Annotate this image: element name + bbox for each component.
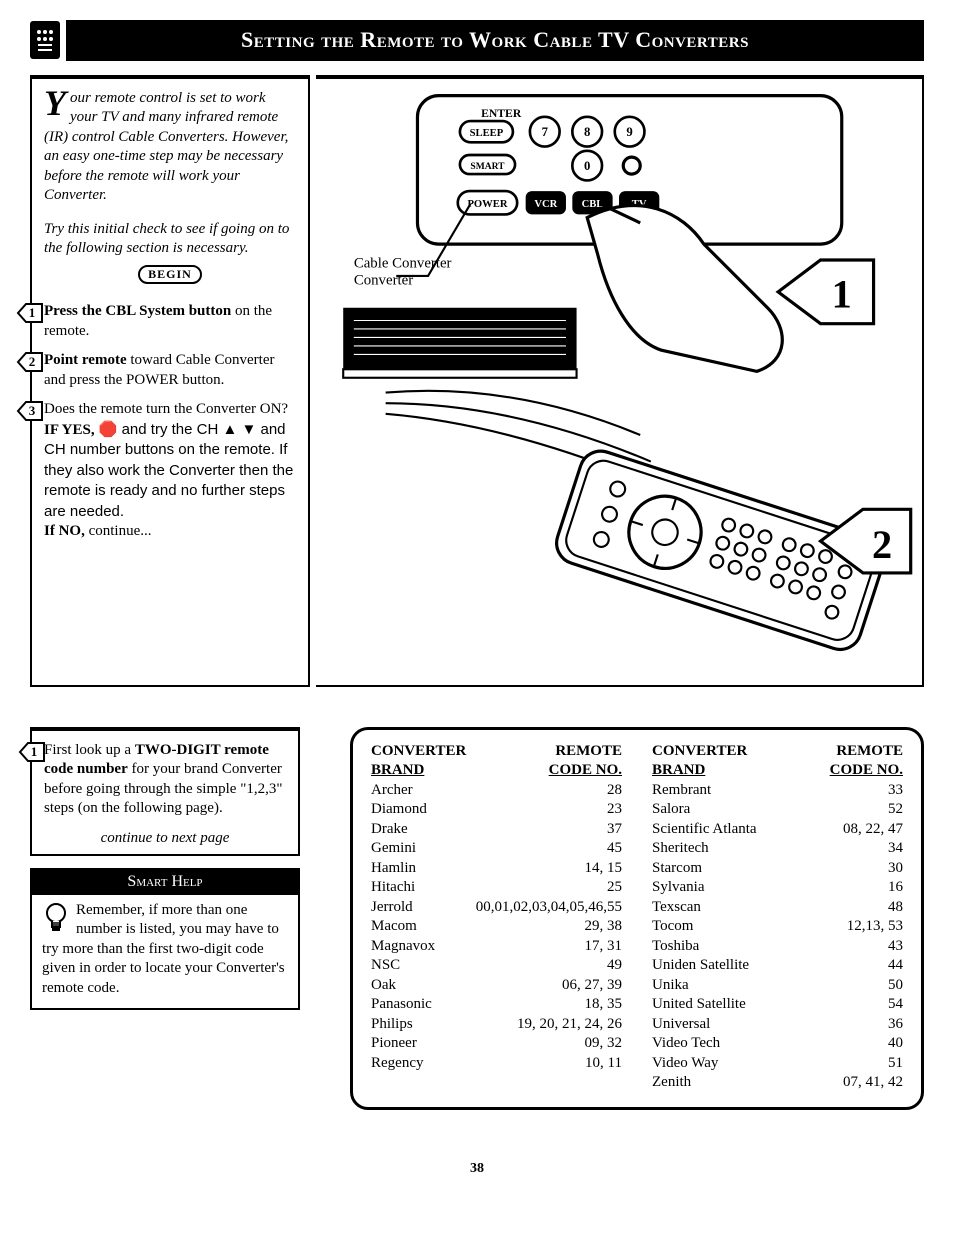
table-row: Pioneer09, 32 — [371, 1034, 622, 1054]
table-row: Panasonic18, 35 — [371, 995, 622, 1015]
diagram-marker-1: 1 — [778, 260, 873, 324]
begin-pill: BEGIN — [138, 265, 202, 285]
table-row: Oak06, 27, 39 — [371, 976, 622, 996]
svg-text:0: 0 — [584, 158, 590, 172]
table-row: Hitachi25 — [371, 878, 622, 898]
svg-text:8: 8 — [584, 125, 590, 139]
table-row: Unika50 — [652, 976, 903, 996]
svg-text:3: 3 — [29, 403, 36, 418]
step-marker-icon: 1 — [16, 302, 46, 324]
code-table-right-col: CONVERTERBRAND REMOTECODE NO. Rembrant33… — [652, 742, 903, 1093]
page-number: 38 — [30, 1160, 924, 1178]
table-row: Scientific Atlanta08, 22, 47 — [652, 820, 903, 840]
header: Setting the Remote to Work Cable TV Conv… — [30, 20, 924, 61]
intro-paragraph: Your remote control is set to work your … — [44, 89, 296, 206]
table-row: Zenith07, 41, 42 — [652, 1073, 903, 1093]
table-row: Philips19, 20, 21, 24, 26 — [371, 1015, 622, 1035]
table-row: Gemini45 — [371, 839, 622, 859]
step-1: 1 Press the CBL System button on the rem… — [44, 302, 296, 341]
svg-text:9: 9 — [626, 125, 632, 139]
smart-help-box: Smart Help Remember, if more than one nu… — [30, 868, 300, 1010]
table-row: Archer28 — [371, 781, 622, 801]
table-row: Starcom30 — [652, 859, 903, 879]
step-marker-icon: 2 — [16, 351, 46, 373]
svg-text:1: 1 — [31, 744, 38, 759]
svg-text:ENTER: ENTER — [481, 106, 522, 119]
step-marker-icon: 1 — [18, 741, 48, 763]
remote-diagram: ENTER SLEEP 7 8 9 SMART 0 POWER VCR CBL … — [316, 75, 924, 687]
lightbulb-icon — [42, 901, 70, 935]
table-row: Sylvania16 — [652, 878, 903, 898]
svg-text:VCR: VCR — [534, 199, 557, 210]
code-table-left-col: CONVERTERBRAND REMOTECODE NO. Archer28Di… — [371, 742, 622, 1093]
table-row: Magnavox17, 31 — [371, 937, 622, 957]
table-row: Sheritech34 — [652, 839, 903, 859]
lookup-box: 1 First look up a TWO-DIGIT remote code … — [30, 727, 300, 857]
table-row: Texscan48 — [652, 898, 903, 918]
instruction-box: Your remote control is set to work your … — [30, 75, 310, 687]
try-paragraph: Try this initial check to see if going o… — [44, 220, 296, 259]
table-row: NSC49 — [371, 956, 622, 976]
table-row: Jerrold00,01,02,03,04,05,46,55 — [371, 898, 622, 918]
svg-text:SLEEP: SLEEP — [470, 128, 504, 139]
smart-help-text: Remember, if more than one number is lis… — [42, 902, 285, 996]
drop-cap: Y — [44, 89, 70, 117]
table-row: Universal36 — [652, 1015, 903, 1035]
svg-text:7: 7 — [542, 125, 549, 139]
remote-icon — [30, 21, 60, 59]
svg-text:POWER: POWER — [467, 199, 507, 210]
table-row: United Satellite54 — [652, 995, 903, 1015]
table-row: Salora52 — [652, 800, 903, 820]
svg-text:SMART: SMART — [470, 160, 505, 171]
continue-text: continue to next page — [44, 829, 286, 849]
table-row: Hamlin14, 15 — [371, 859, 622, 879]
table-row: Rembrant33 — [652, 781, 903, 801]
table-row: Toshiba43 — [652, 937, 903, 957]
step-3: 3 Does the remote turn the Converter ON?… — [44, 400, 296, 542]
table-row: Macom29, 38 — [371, 917, 622, 937]
table-row: Uniden Satellite44 — [652, 956, 903, 976]
page-title: Setting the Remote to Work Cable TV Conv… — [66, 20, 924, 61]
table-row: Video Way51 — [652, 1054, 903, 1074]
smart-help-title: Smart Help — [32, 870, 298, 895]
step-2: 2 Point remote toward Cable Converter an… — [44, 351, 296, 390]
svg-text:2: 2 — [29, 354, 36, 369]
step-marker-icon: 3 — [16, 400, 46, 422]
table-row: Video Tech40 — [652, 1034, 903, 1054]
svg-text:2: 2 — [872, 522, 892, 567]
svg-text:1: 1 — [832, 271, 852, 316]
table-row: Drake37 — [371, 820, 622, 840]
svg-text:Converter: Converter — [354, 272, 413, 288]
table-row: Diamond23 — [371, 800, 622, 820]
svg-text:1: 1 — [29, 305, 36, 320]
cable-converter-label: Cable Converter — [354, 255, 452, 271]
table-row: Tocom12,13, 53 — [652, 917, 903, 937]
code-table: CONVERTERBRAND REMOTECODE NO. Archer28Di… — [350, 727, 924, 1110]
table-row: Regency10, 11 — [371, 1054, 622, 1074]
